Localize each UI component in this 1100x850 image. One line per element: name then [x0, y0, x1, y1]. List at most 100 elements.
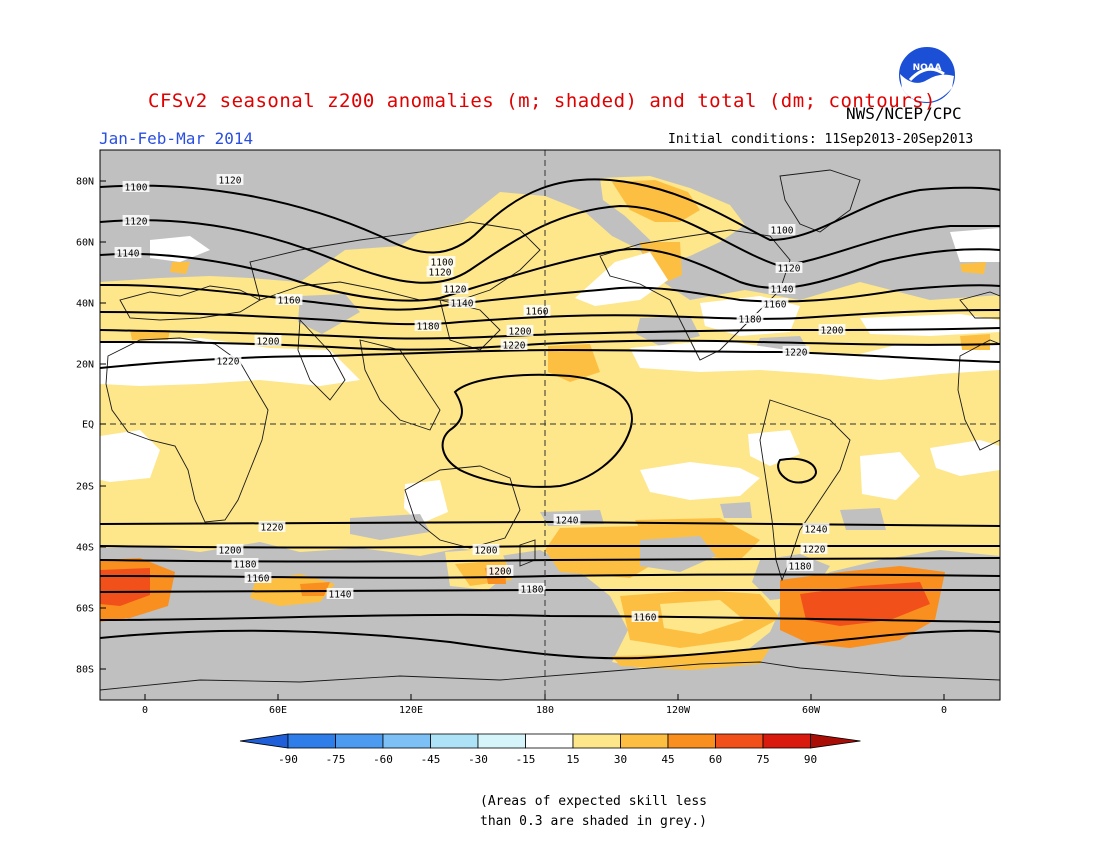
lat-tick-label: 40S [76, 543, 94, 554]
lat-tick-label: 80N [76, 177, 94, 188]
contour-label: 1140 [451, 299, 474, 310]
colorbar-tick-label: -75 [326, 753, 346, 766]
contour-label-bg [244, 572, 272, 583]
contour-label: 1200 [821, 326, 844, 337]
lon-tick-label: 60W [802, 705, 821, 716]
contour-label-bg [414, 320, 442, 331]
colorbar-max-arrow [810, 733, 861, 749]
contour-label: 1180 [739, 315, 762, 326]
lat-tick-label: 40N [76, 299, 94, 310]
colorbar-tick-label: 90 [804, 753, 817, 766]
contour-label: 1180 [521, 585, 544, 596]
colorbar-tick-label: 75 [756, 753, 769, 766]
lat-tick-label: 20S [76, 482, 94, 493]
contour-label-bg [472, 544, 500, 555]
contour-label-bg [448, 297, 476, 308]
lon-tick-label: 60E [269, 705, 287, 716]
colorbar-swatch [572, 733, 621, 749]
colorbar-tick-label: 15 [566, 753, 579, 766]
contour-label: 1220 [503, 341, 526, 352]
contour-label-bg [486, 565, 514, 576]
lat-tick-label: 60S [76, 604, 94, 615]
contour-label-bg [326, 588, 354, 599]
colorbar-tick-label: 45 [661, 753, 674, 766]
colorbar-swatch [620, 733, 669, 749]
contour-label: 1200 [489, 567, 512, 578]
colorbar-swatch [762, 733, 811, 749]
contour-label-bg [254, 335, 282, 346]
contour-label: 1180 [789, 562, 812, 573]
colorbar-tick-label: 30 [614, 753, 627, 766]
contour-label-bg [122, 181, 150, 192]
contour-label-bg [214, 355, 242, 366]
colorbar-tick-label: -45 [421, 753, 441, 766]
contour-label: 1240 [805, 525, 828, 536]
contour-label-bg [500, 339, 528, 350]
contour-label: 1140 [329, 590, 352, 601]
contour-label: 1120 [429, 268, 452, 279]
contour-label: 1180 [417, 322, 440, 333]
colorbar-tick-label: -30 [468, 753, 488, 766]
latitude-axis: 80N 60N 40N 20N EQ 20S 40S 60S 80S [76, 177, 106, 676]
colorbar-tick-label: -60 [373, 753, 393, 766]
contour-label: 1160 [764, 300, 787, 311]
contour-label: 1100 [771, 226, 794, 237]
contour-label: 1200 [475, 546, 498, 557]
contour-label-bg [553, 514, 581, 525]
contour-label: 1120 [778, 264, 801, 275]
colorbar-min-arrow [239, 733, 289, 749]
colorbar-swatch [287, 733, 336, 749]
skill-note-line-2: than 0.3 are shaded in grey.) [480, 814, 707, 829]
contour-label-bg [631, 611, 659, 622]
contour-label: 1220 [785, 348, 808, 359]
lon-tick-label: 180 [536, 705, 554, 716]
contour-label-bg [802, 523, 830, 534]
contour-label: 1160 [247, 574, 270, 585]
contour-label: 1120 [444, 285, 467, 296]
lon-tick-label: 120E [399, 705, 423, 716]
contour-label-bg [768, 283, 796, 294]
noaa-logo: NOAA [896, 44, 958, 106]
contour-label-bg [114, 247, 142, 258]
contour-label: 1200 [509, 327, 532, 338]
contour-label: 1240 [556, 516, 579, 527]
contour-label-bg [216, 544, 244, 555]
contour-label-bg [231, 558, 259, 569]
lat-tick-label: 60N [76, 238, 94, 249]
lat-tick-label: 20N [76, 360, 94, 371]
longitude-axis: 0 60E 120E 180 120W 60W 0 [142, 694, 947, 716]
contour-label-bg [441, 283, 469, 294]
chart-title: CFSv2 seasonal z200 anomalies (m; shaded… [148, 90, 936, 112]
skill-note: (Areas of expected skill less than 0.3 a… [480, 792, 707, 832]
contour-label-bg [275, 294, 303, 305]
lon-tick-label: 120W [666, 705, 691, 716]
lon-tick-label: 0 [941, 705, 947, 716]
contour-label-layer: 1100110011001120112011201120112011401140… [114, 174, 846, 624]
contour-label: 1160 [278, 296, 301, 307]
colorbar-tick-label: -90 [278, 753, 298, 766]
contour-label-bg [768, 224, 796, 235]
contour-label: 1220 [803, 545, 826, 556]
colorbar-swatch [667, 733, 716, 749]
colorbar-swatch [477, 733, 526, 749]
lat-tick-label: EQ [82, 420, 94, 431]
colorbar-swatch [430, 733, 479, 749]
contour-label: 1220 [261, 523, 284, 534]
contour-label: 1120 [125, 217, 148, 228]
forecast-period: Jan-Feb-Mar 2014 [99, 129, 254, 148]
colorbar: -90 -75 -60 -45 -30 -15 15 30 45 60 75 90 [239, 733, 861, 766]
contour-label: 1120 [219, 176, 242, 187]
colorbar-tick-label: -15 [516, 753, 536, 766]
contour-label: 1140 [117, 249, 140, 260]
contour-label: 1100 [125, 183, 148, 194]
logo-lettering: NOAA [913, 63, 942, 73]
contour-label: 1160 [526, 307, 549, 318]
colorbar-swatch [382, 733, 431, 749]
contour-label-bg [426, 266, 454, 277]
contour-label-bg [506, 325, 534, 336]
contour-label-bg [523, 305, 551, 316]
lon-tick-label: 0 [142, 705, 148, 716]
map-frame [99, 149, 1001, 701]
contour-label-bg [786, 560, 814, 571]
